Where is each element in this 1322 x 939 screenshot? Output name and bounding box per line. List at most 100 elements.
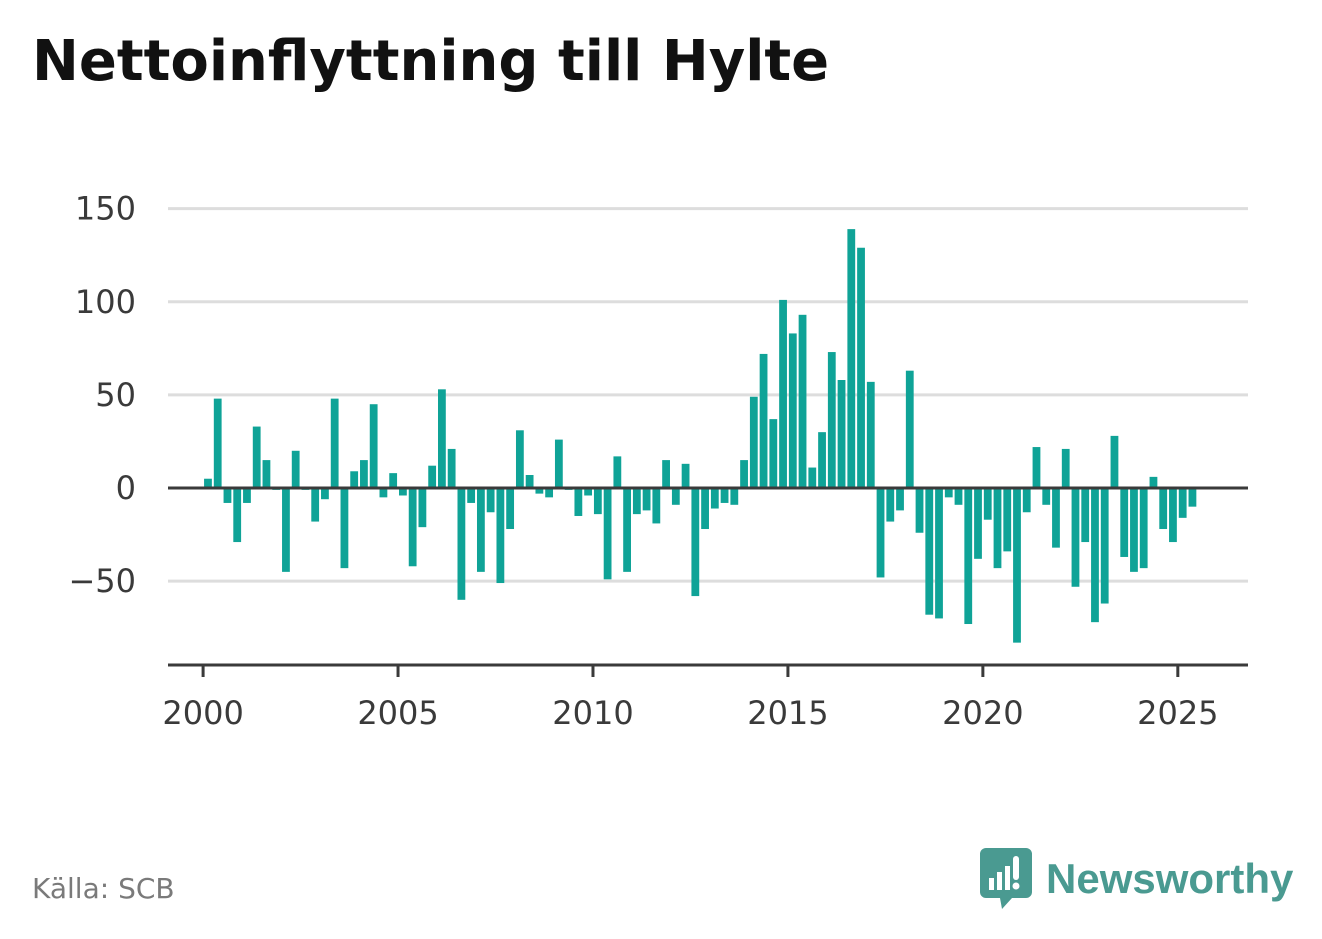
bar (691, 488, 700, 597)
bar (476, 488, 485, 572)
bar (486, 488, 495, 513)
bar (408, 488, 417, 567)
bar (847, 229, 856, 489)
bar (1022, 488, 1031, 513)
bar (340, 488, 349, 569)
bar (1178, 488, 1187, 518)
bar (252, 426, 261, 489)
bar (905, 370, 914, 489)
y-tick-label: 100 (75, 283, 136, 321)
bar (720, 488, 729, 503)
bar (496, 488, 505, 584)
bar (291, 450, 300, 489)
bar (974, 488, 982, 559)
bar (321, 488, 329, 500)
bar (369, 404, 378, 489)
bar (428, 465, 437, 489)
bar (837, 380, 846, 489)
bar (1120, 488, 1129, 557)
bar (554, 439, 563, 489)
bar (818, 432, 826, 489)
x-tick-label: 2010 (552, 694, 633, 732)
bars (204, 229, 1197, 643)
bar (671, 488, 680, 505)
bar (584, 488, 593, 496)
bar (262, 460, 271, 489)
bar (1159, 488, 1168, 530)
bar (993, 488, 1002, 569)
source-note: Källa: SCB (32, 872, 175, 905)
bar (1139, 488, 1148, 569)
bar (1188, 488, 1197, 507)
bar (418, 488, 427, 528)
bar (204, 478, 212, 489)
y-tick-label: 0 (116, 469, 136, 507)
bar (701, 488, 709, 530)
bar (545, 488, 554, 498)
bar (896, 488, 904, 511)
bar (457, 488, 466, 600)
page-title: Nettoinflyttning till Hylte (32, 29, 830, 94)
bar (438, 389, 446, 489)
bar (535, 488, 544, 494)
axes (168, 486, 1248, 677)
bar (808, 467, 817, 489)
bar (379, 488, 388, 498)
bar (866, 381, 875, 489)
y-tick-label: −50 (68, 562, 136, 600)
bar (623, 488, 631, 572)
bar (233, 488, 242, 543)
bar (662, 460, 670, 489)
x-tick-label: 2000 (162, 694, 243, 732)
bar (1091, 488, 1099, 623)
bar (467, 488, 476, 503)
bar (593, 488, 602, 515)
bar (389, 473, 398, 489)
bar (399, 488, 407, 496)
bar (652, 488, 661, 524)
bar (1130, 488, 1138, 572)
bar (1032, 447, 1041, 489)
bar (857, 247, 865, 489)
y-tick-labels: 150 100 50 0 −50 (68, 190, 136, 601)
bar (798, 314, 807, 489)
x-tick-label: 2025 (1137, 694, 1218, 732)
y-tick-label: 150 (75, 190, 136, 228)
bar (574, 488, 583, 516)
bar (603, 488, 612, 580)
bar (282, 488, 290, 572)
bar (769, 419, 778, 489)
bar (710, 488, 719, 509)
bar (1081, 488, 1090, 543)
bar (213, 398, 222, 489)
bar (983, 488, 992, 520)
bar (1003, 488, 1012, 552)
bar (223, 488, 232, 503)
bar (944, 488, 953, 498)
bar (915, 488, 924, 533)
bar (1100, 488, 1109, 604)
bar (1110, 435, 1119, 489)
newsworthy-logo-icon (980, 848, 1032, 909)
x-tick-label: 2005 (357, 694, 438, 732)
brand-logo[interactable]: Newsworthy (980, 848, 1293, 910)
bar (506, 488, 515, 530)
bar (243, 488, 251, 503)
bar (876, 488, 885, 578)
bar (886, 488, 895, 522)
bar (1061, 448, 1070, 489)
bar (1149, 476, 1158, 489)
y-tick-label: 50 (95, 376, 136, 414)
x-tick-label: 2015 (747, 694, 828, 732)
brand-name: Newsworthy (1046, 855, 1294, 902)
bar (925, 488, 934, 615)
grid-lines (168, 207, 1248, 583)
bar (360, 460, 368, 489)
bar (779, 299, 787, 489)
bar (759, 353, 768, 489)
bar (311, 488, 320, 522)
bar (730, 488, 739, 505)
bar (1042, 488, 1051, 505)
bar (935, 488, 943, 619)
